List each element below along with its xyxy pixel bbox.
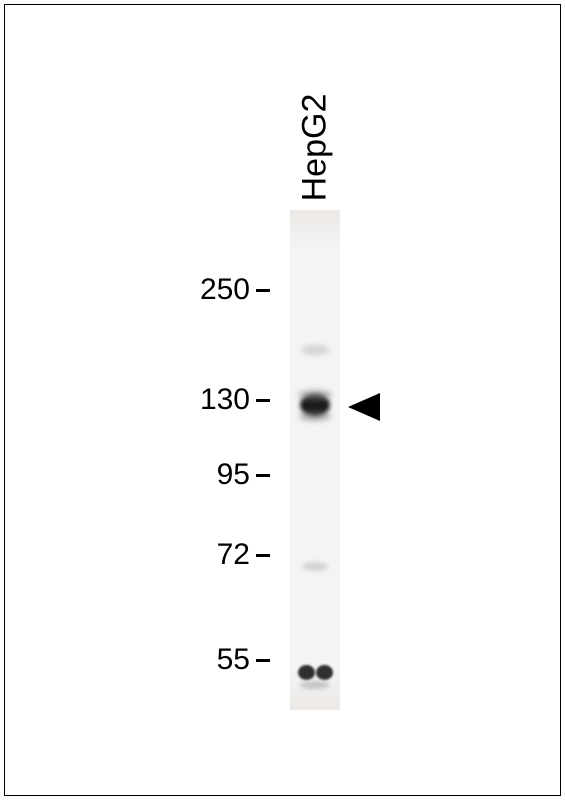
band-1 xyxy=(298,390,332,400)
mw-label-55: 55 xyxy=(160,643,250,677)
blot-lane xyxy=(290,210,340,710)
mw-label-250: 250 xyxy=(160,273,250,307)
band-3 xyxy=(301,345,329,355)
band-5 xyxy=(298,665,315,680)
mw-label-72: 72 xyxy=(160,538,250,572)
figure-frame xyxy=(4,4,561,796)
band-4 xyxy=(302,562,328,571)
mw-tick-55 xyxy=(256,659,270,662)
mw-label-130: 130 xyxy=(160,383,250,417)
mw-tick-250 xyxy=(256,289,270,292)
band-6 xyxy=(316,665,333,680)
mw-tick-95 xyxy=(256,474,270,477)
lane-label-hepg2: HepG2 xyxy=(296,68,335,228)
mw-label-95: 95 xyxy=(160,458,250,492)
band-2 xyxy=(299,411,331,421)
band-indicator-arrow xyxy=(348,389,384,425)
mw-tick-72 xyxy=(256,554,270,557)
mw-tick-130 xyxy=(256,399,270,402)
band-7 xyxy=(300,681,330,689)
